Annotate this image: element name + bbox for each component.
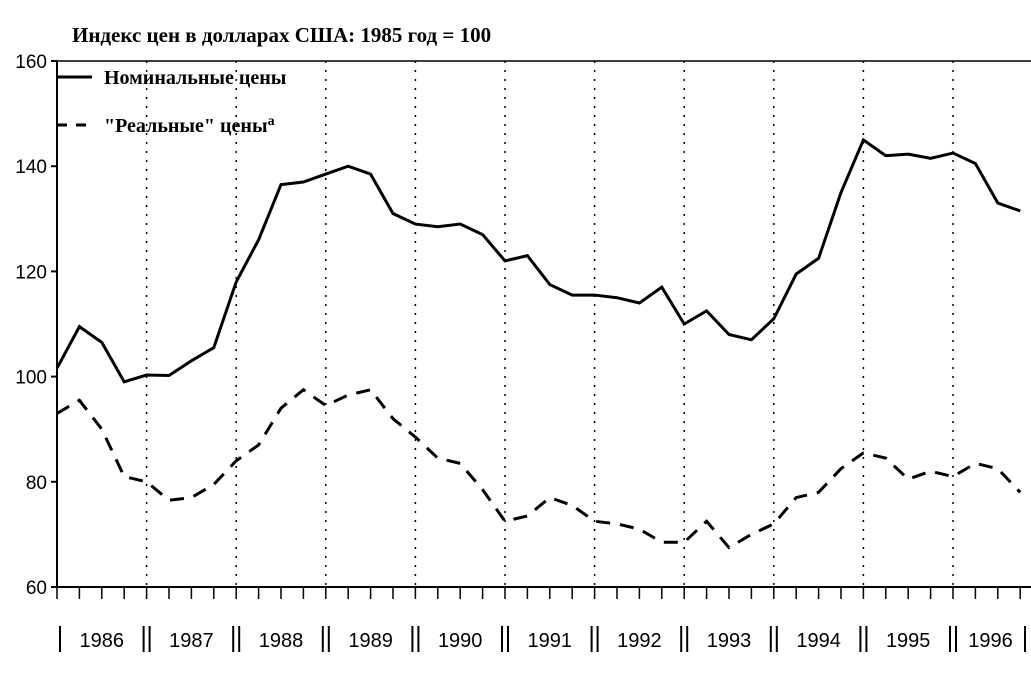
y-tick-label: 80 <box>26 473 47 494</box>
legend-label: "Реальные" ценыa <box>104 114 275 138</box>
x-tick-label: 1994 <box>796 630 841 652</box>
y-tick-label: 60 <box>26 578 47 599</box>
x-tick-label: 1991 <box>528 630 573 652</box>
chart-title: Индекс цен в долларах США: 1985 год = 10… <box>72 23 491 47</box>
x-tick-label: 1992 <box>617 630 662 652</box>
x-tick-label: 1990 <box>438 630 483 652</box>
x-tick-label: 1989 <box>348 630 393 652</box>
y-tick-label: 160 <box>15 52 47 73</box>
legend-label: Номинальные цены <box>104 67 287 89</box>
data-line <box>55 137 1021 384</box>
x-tick-label: 1996 <box>968 630 1013 652</box>
x-tick-label: 1988 <box>259 630 304 652</box>
legend-name: Номинальные цены <box>104 67 287 89</box>
y-tick-label: 140 <box>15 157 47 178</box>
data-line <box>56 387 1022 550</box>
y-tick-label: 120 <box>15 262 47 283</box>
x-tick-label: 1995 <box>886 630 931 652</box>
x-tick-label: 1993 <box>707 630 752 652</box>
legend-note: a <box>268 114 275 129</box>
x-tick-label: 1987 <box>169 630 214 652</box>
legend-name: "Реальные" цены <box>104 115 268 137</box>
x-tick-label: 1986 <box>80 630 125 652</box>
y-tick-label: 100 <box>15 368 47 389</box>
